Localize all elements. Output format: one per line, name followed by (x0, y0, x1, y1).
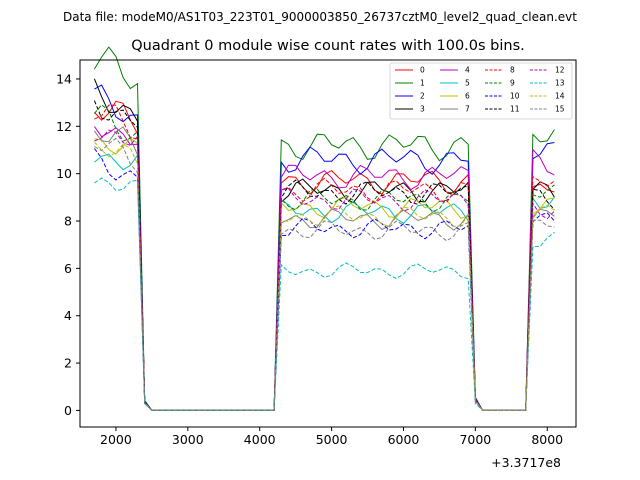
legend-label-0: 0 (420, 66, 425, 75)
y-tick-label-0: 0 (64, 403, 72, 418)
series-line-14 (94, 141, 555, 411)
x-tick-label-8000: 8000 (531, 432, 563, 447)
x-tick-label-3000: 3000 (172, 432, 204, 447)
plot-area (93, 46, 555, 411)
legend-label-8: 8 (510, 66, 515, 75)
y-tick-label-4: 4 (64, 308, 72, 323)
legend-label-4: 4 (465, 66, 470, 75)
series-line-15 (94, 137, 555, 411)
legend-label-11: 11 (510, 105, 520, 114)
x-tick-label-2000: 2000 (100, 432, 132, 447)
legend-label-3: 3 (420, 105, 425, 114)
legend-label-14: 14 (555, 92, 565, 101)
legend-label-12: 12 (555, 66, 565, 75)
figure-suptitle: Data file: modeM0/AS1T03_223T01_90000038… (63, 10, 577, 24)
legend-label-15: 15 (555, 105, 565, 114)
x-tick-label-7000: 7000 (459, 432, 491, 447)
chart-title: Quadrant 0 module wise count rates with … (131, 38, 525, 54)
legend-label-1: 1 (420, 79, 425, 88)
axes-frame (79, 59, 577, 428)
y-tick-label-12: 12 (56, 119, 72, 134)
legend-label-7: 7 (465, 105, 470, 114)
y-tick-label-2: 2 (64, 356, 72, 371)
legend-label-2: 2 (420, 92, 425, 101)
series-line-13 (94, 177, 555, 411)
legend-label-13: 13 (555, 79, 565, 88)
legend-box (389, 62, 573, 120)
y-tick-label-6: 6 (64, 261, 72, 276)
x-tick-label-6000: 6000 (388, 432, 420, 447)
x-axis-offset-label: +3.3717e8 (491, 455, 561, 470)
x-tick-label-4000: 4000 (244, 432, 276, 447)
y-tick-label-8: 8 (64, 214, 72, 229)
legend-label-10: 10 (510, 92, 520, 101)
legend-label-5: 5 (465, 79, 470, 88)
y-tick-label-10: 10 (56, 166, 72, 181)
y-tick-label-14: 14 (56, 71, 72, 86)
x-tick-label-5000: 5000 (316, 432, 348, 447)
legend-label-9: 9 (510, 79, 515, 88)
legend-label-6: 6 (465, 92, 470, 101)
